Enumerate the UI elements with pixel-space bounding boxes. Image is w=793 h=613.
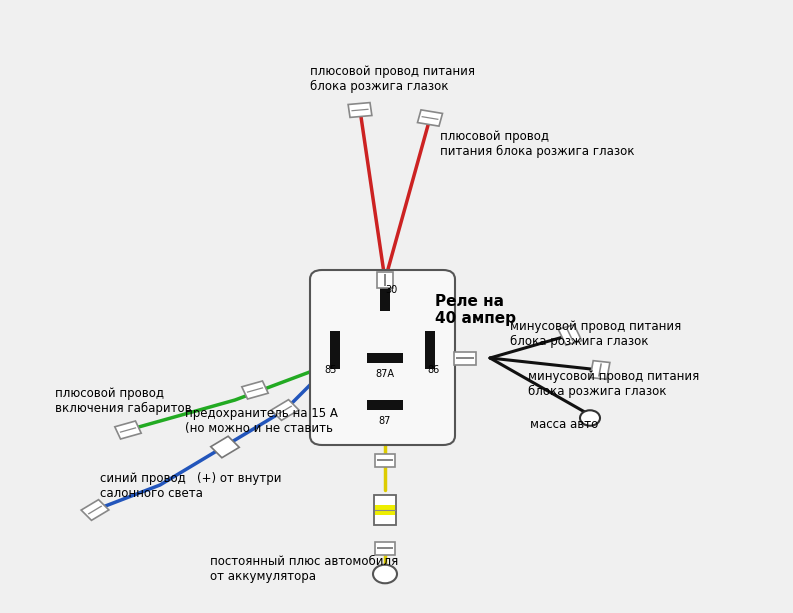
Text: 30: 30: [385, 285, 397, 295]
Bar: [115, 421, 141, 439]
Bar: [211, 436, 239, 458]
Bar: [598, 364, 602, 376]
Text: плюсовой провод
включения габаритов: плюсовой провод включения габаритов: [55, 387, 192, 415]
Text: постоянный плюс автомобиля
от аккумулятора: постоянный плюс автомобиля от аккумулято…: [210, 555, 398, 583]
Text: 85: 85: [325, 365, 337, 375]
Text: минусовой провод питания
блока розжига глазок: минусовой провод питания блока розжига г…: [528, 370, 699, 398]
Text: синий провод   (+) от внутри
салонного света: синий провод (+) от внутри салонного све…: [100, 472, 282, 500]
Text: масса авто: масса авто: [530, 418, 598, 431]
Bar: [330, 331, 340, 369]
Bar: [348, 102, 372, 118]
Bar: [377, 272, 393, 287]
Bar: [375, 504, 395, 516]
Bar: [590, 360, 610, 379]
Text: предохранитель на 15 А
(но можно и не ставить: предохранитель на 15 А (но можно и не ст…: [185, 407, 338, 435]
Bar: [278, 405, 293, 414]
Text: Реле на
40 ампер: Реле на 40 ампер: [435, 294, 516, 326]
Bar: [367, 400, 403, 410]
Bar: [375, 541, 395, 555]
Text: плюсовой провод питания
блока розжига глазок: плюсовой провод питания блока розжига гл…: [310, 65, 475, 93]
Text: минусовой провод питания
блока розжига глазок: минусовой провод питания блока розжига г…: [510, 320, 681, 348]
Bar: [380, 273, 390, 311]
Bar: [374, 495, 396, 525]
Text: плюсовой провод
питания блока розжига глазок: плюсовой провод питания блока розжига гл…: [440, 130, 634, 158]
Bar: [271, 400, 299, 421]
Text: 87A: 87A: [376, 369, 394, 379]
Bar: [384, 274, 385, 286]
Bar: [367, 353, 403, 363]
Bar: [566, 329, 574, 341]
Bar: [457, 357, 473, 359]
Circle shape: [580, 410, 600, 426]
Bar: [425, 331, 435, 369]
Bar: [81, 500, 109, 520]
Bar: [247, 387, 263, 393]
Text: 87: 87: [379, 416, 391, 426]
Bar: [377, 459, 393, 460]
Circle shape: [373, 565, 397, 584]
Bar: [375, 454, 395, 466]
Bar: [417, 110, 442, 126]
Text: 86: 86: [428, 365, 440, 375]
Bar: [377, 547, 393, 549]
Bar: [88, 506, 102, 514]
Bar: [120, 427, 136, 433]
Bar: [242, 381, 268, 399]
FancyBboxPatch shape: [310, 270, 455, 445]
Bar: [421, 116, 439, 120]
Bar: [454, 351, 476, 365]
Bar: [558, 325, 582, 345]
Bar: [351, 109, 369, 112]
